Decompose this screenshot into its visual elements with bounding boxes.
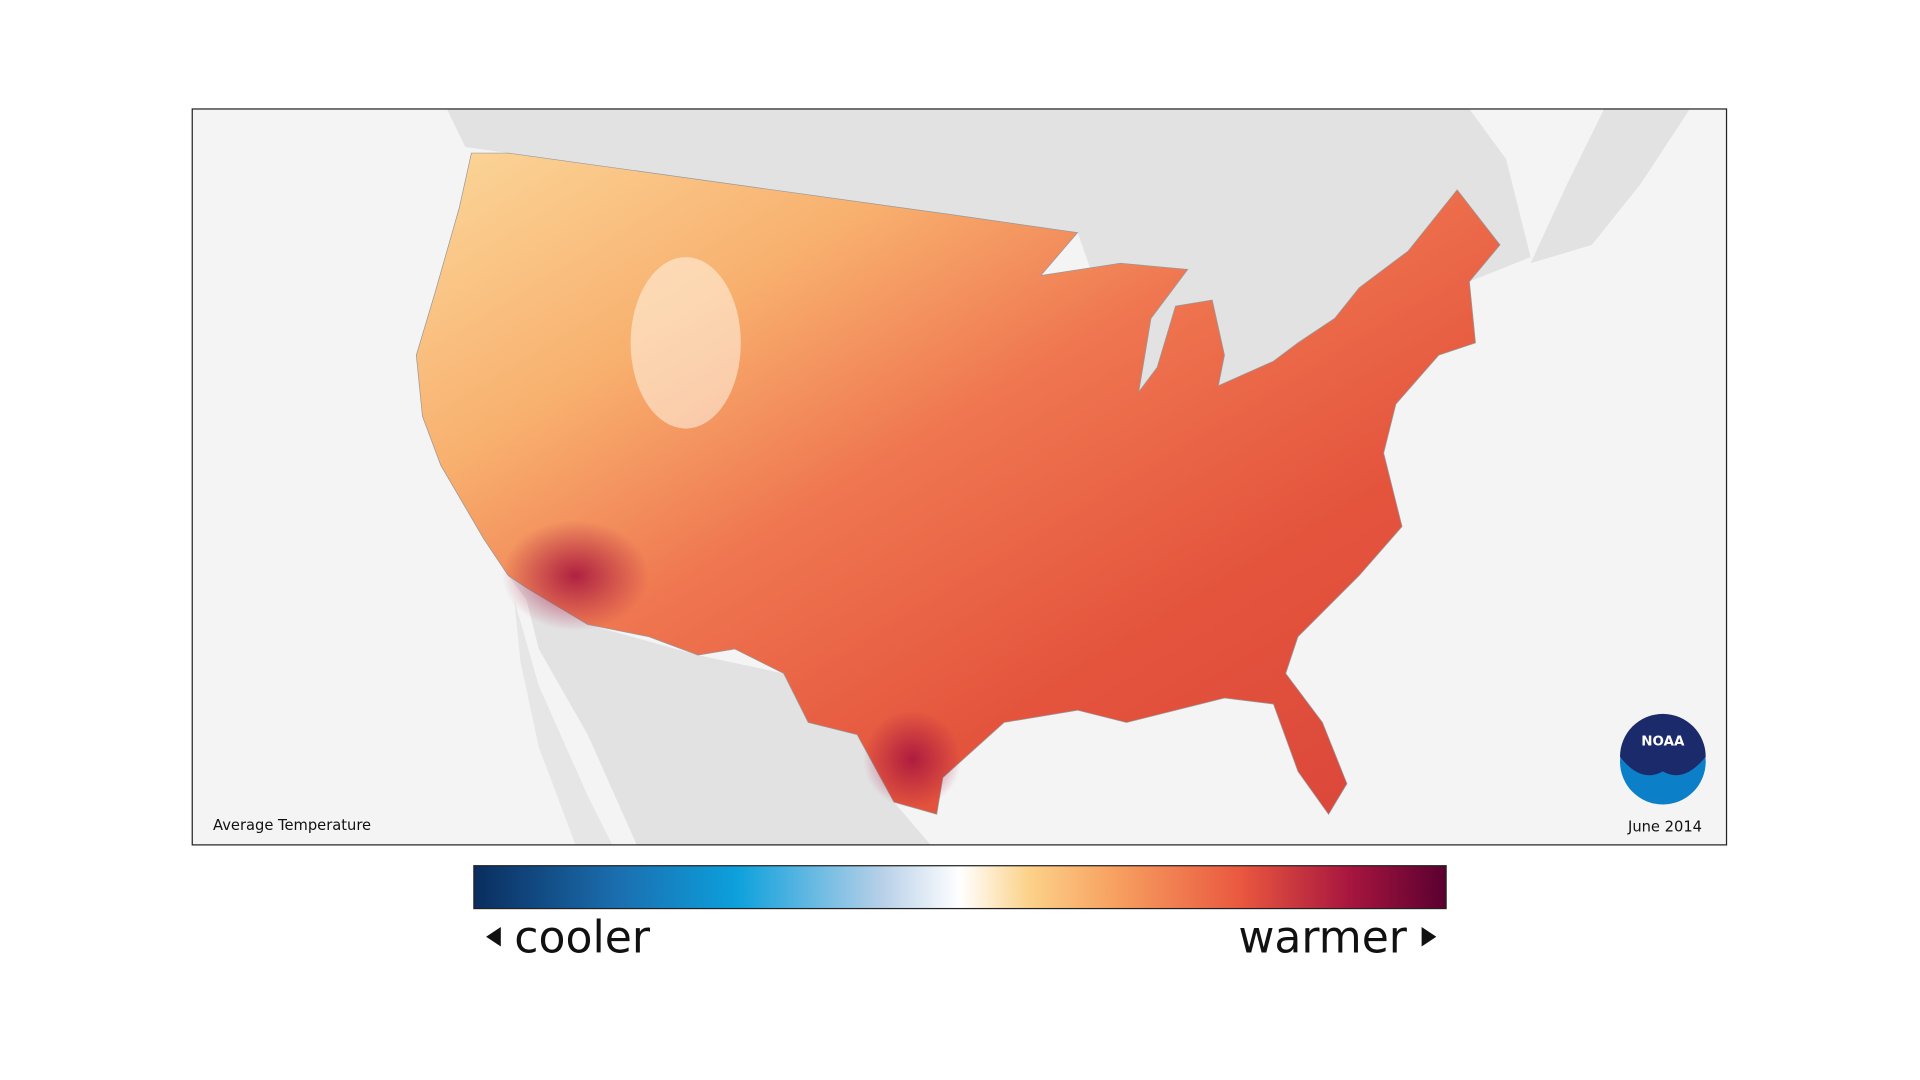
warmer-arrow (1421, 926, 1437, 947)
baja-land (514, 600, 613, 845)
legend-low-label: cooler (514, 913, 651, 964)
canada-land (446, 108, 1531, 405)
cool-rockies (630, 257, 741, 429)
logo-text: NOAA (1641, 735, 1685, 750)
hot-southwest (502, 520, 649, 631)
logo-top (1620, 713, 1706, 776)
mexico-land (508, 575, 931, 845)
cooler-arrow (486, 926, 501, 947)
map-title: Average Temperature (213, 817, 371, 834)
noaa-logo: NOAA (1620, 713, 1706, 805)
map-area (192, 108, 1727, 845)
color-scale (473, 865, 1447, 910)
legend-high-label: warmer (1238, 913, 1407, 964)
maritime-land (1530, 108, 1690, 264)
map-date: June 2014 (1627, 818, 1702, 835)
hot-south-texas (863, 710, 962, 809)
map-frame (191, 108, 1728, 846)
